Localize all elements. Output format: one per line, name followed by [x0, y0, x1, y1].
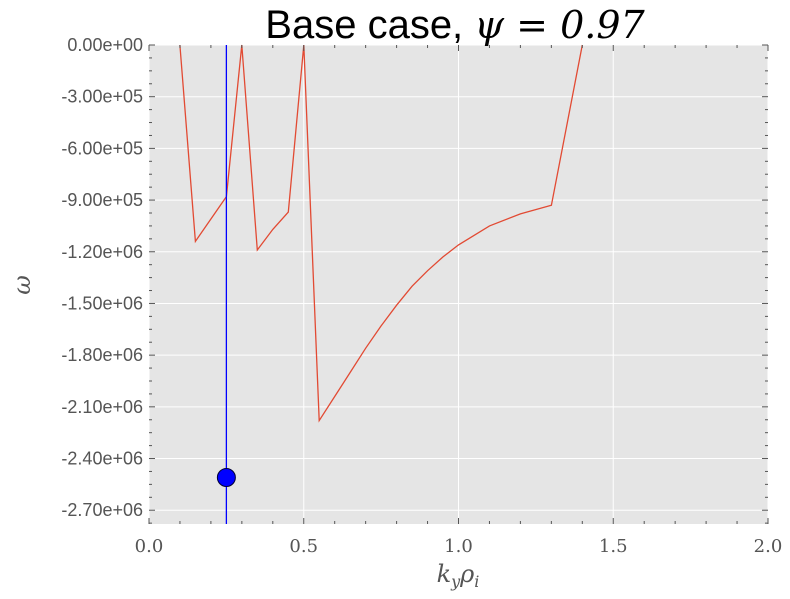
x-tick-label: 2.0	[754, 536, 783, 557]
chart-title-text: Base case,	[265, 3, 474, 47]
y-tick-label: 0.00e+00	[67, 35, 143, 55]
y-tick-label: -2.70e+06	[61, 500, 143, 520]
y-tick-label: -2.10e+06	[61, 397, 143, 417]
y-tick-labels: 0.00e+00 -3.00e+05 -6.00e+05 -9.00e+05 -1.20…	[61, 35, 143, 520]
y-tick-label: -2.40e+06	[61, 449, 143, 469]
y-tick-label: -9.00e+05	[61, 190, 143, 210]
x-axis-label-rho: ρ	[459, 560, 474, 588]
series-line	[179, 44, 583, 423]
chart-title: Base case, ψ = 0.97	[265, 3, 645, 47]
x-axis-label-k: k	[437, 560, 452, 588]
x-tick-label: 1.0	[444, 536, 473, 557]
tick-marks	[148, 44, 769, 524]
x-axis-label-sub-y: y	[450, 572, 461, 591]
series-layer	[179, 44, 583, 423]
y-tick-label: -1.50e+06	[61, 293, 143, 313]
x-tick-labels: 0.0 0.5 1.0 1.5 2.0	[135, 536, 783, 557]
grid-lines	[148, 44, 769, 524]
y-tick-label: -1.20e+06	[61, 242, 143, 262]
x-tick-label: 0.5	[289, 536, 318, 557]
y-tick-label: -6.00e+05	[61, 138, 143, 158]
marker-point	[216, 467, 236, 487]
marker-layer	[216, 45, 236, 524]
x-axis-label: kyρi	[437, 560, 480, 591]
x-tick-label: 0.0	[135, 536, 164, 557]
chart-title-math: ψ = 0.97	[474, 3, 645, 47]
y-tick-label: -1.80e+06	[61, 345, 143, 365]
y-axis-label: ω	[8, 275, 36, 295]
x-tick-label: 1.5	[599, 536, 628, 557]
x-axis-label-sub-i: i	[474, 572, 479, 591]
y-tick-label: -3.00e+05	[61, 87, 143, 107]
